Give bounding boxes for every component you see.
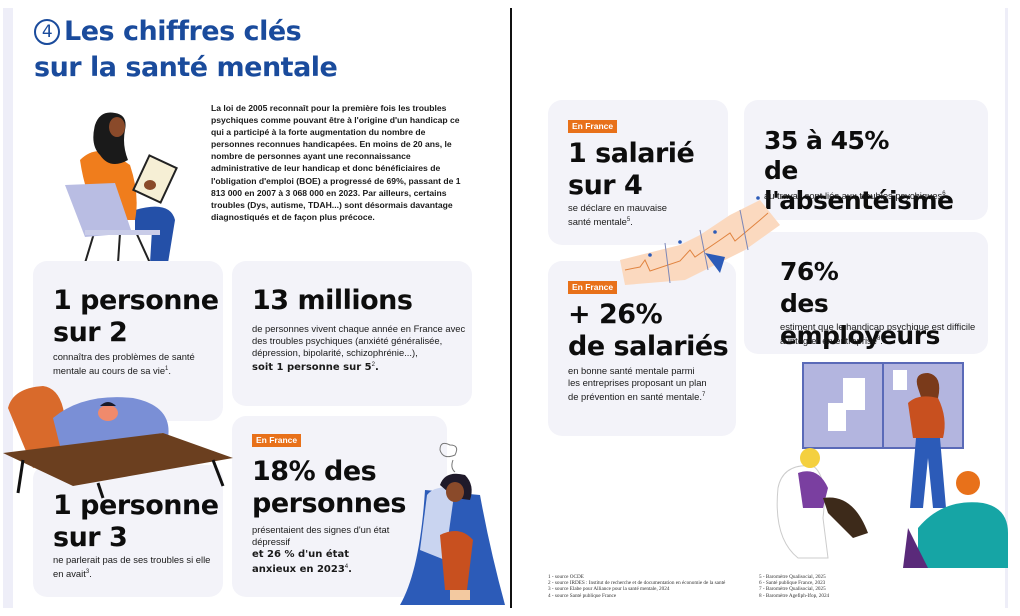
- section-number-icon: 4: [34, 19, 60, 45]
- page-title: 4 Les chiffres clés sur la santé mentale: [34, 16, 338, 83]
- stat-card-5: En France 1 salarié sur 4 se déclare en …: [548, 100, 728, 245]
- intro-paragraph: La loi de 2005 reconnaît pour la premièr…: [211, 103, 461, 222]
- footnotes-left: 1 - source OCDE 2 - source IRDES : Insti…: [548, 574, 726, 599]
- woman-reading-chair-illustration: [65, 112, 178, 264]
- footnotes-right: 5 - Baromètre Qualisocial, 2025 6 - Sant…: [759, 574, 830, 599]
- stat-card-1: 1 personne sur 2 connaîtra des problèmes…: [33, 261, 223, 421]
- stat-card-2: 13 millions de personnes vivent chaque a…: [232, 261, 472, 406]
- right-page: En France 1 salarié sur 4 se déclare en …: [512, 0, 1020, 616]
- en-france-badge: En France: [568, 120, 618, 133]
- anxious-woman-blanket-illustration: [400, 442, 505, 605]
- stat-card-6: 35 à 45% de l'absentéisme au travail son…: [744, 100, 988, 220]
- stat-card-7: En France + 26% de salariés en bonne san…: [548, 261, 736, 436]
- stat-card-3: 1 personne sur 3 ne parlerait pas de ses…: [33, 465, 223, 597]
- page-edge-band: [1005, 8, 1008, 608]
- stat-card-8: 76% des employeurs estiment que le handi…: [744, 232, 988, 354]
- page-divider: [510, 8, 512, 608]
- en-france-badge: En France: [252, 434, 302, 447]
- stat-card-4: En France 18% des personnes présentaient…: [232, 416, 447, 597]
- left-page: 4 Les chiffres clés sur la santé mentale …: [3, 8, 505, 608]
- en-france-badge: En France: [568, 281, 618, 294]
- ecg-strip-illustration: [620, 196, 780, 285]
- team-meeting-illustration: [776, 362, 1008, 568]
- man-asleep-at-desk-illustration: [3, 386, 233, 499]
- page-edge-band: [3, 8, 13, 608]
